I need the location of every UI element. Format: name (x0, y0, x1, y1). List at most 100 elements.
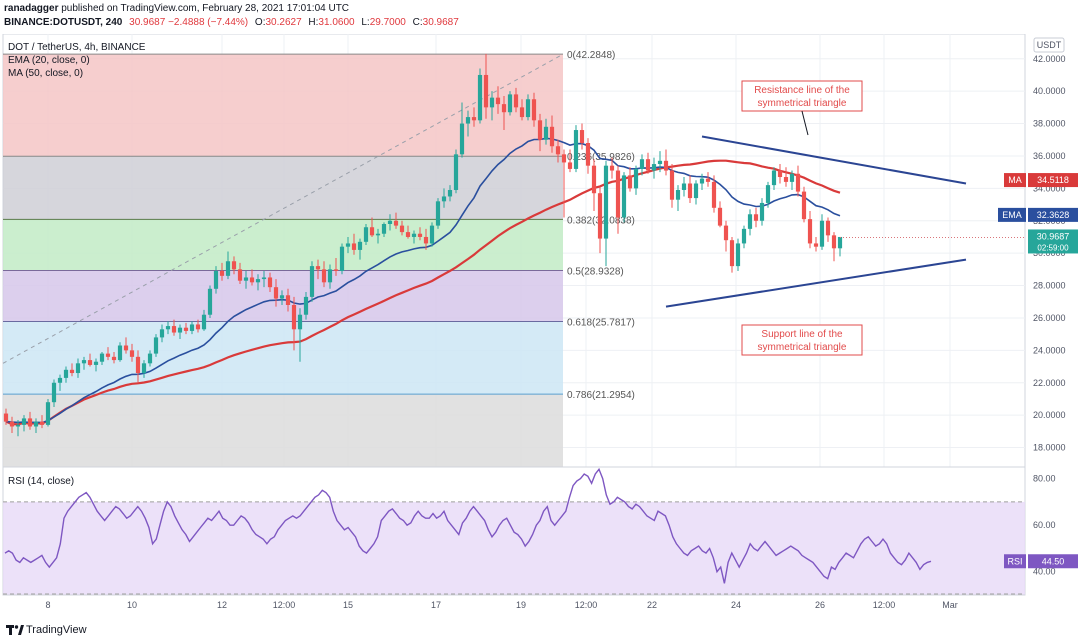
candle-body (747, 214, 753, 229)
candle-body (807, 219, 813, 244)
price-tick-label: 26.0000 (1033, 313, 1066, 323)
candle-body (345, 243, 351, 247)
fib-zone (3, 156, 563, 220)
candle-body (639, 159, 645, 169)
time-tick-label: 12:00 (273, 600, 296, 610)
candle-body (483, 74, 489, 108)
time-tick-label: 12:00 (873, 600, 896, 610)
candle-body (147, 353, 153, 364)
author-name[interactable]: ranadagger (4, 3, 59, 14)
price-tick-label: 24.0000 (1033, 345, 1066, 355)
tradingview-brand[interactable]: TradingView (26, 624, 87, 636)
time-tick-label: 12:00 (575, 600, 598, 610)
time-tick-label: 24 (731, 600, 741, 610)
fib-zone (3, 394, 563, 467)
candle-body (597, 193, 603, 239)
fib-zone (3, 219, 563, 271)
candle-body (645, 159, 651, 171)
candle-body (153, 337, 159, 354)
candle-body (837, 236, 843, 249)
price-tick-label: 38.0000 (1033, 119, 1066, 129)
high-label: H: (308, 17, 319, 28)
candle-body (561, 154, 567, 163)
close-label: C: (412, 17, 423, 28)
candle-body (429, 225, 435, 244)
trendlines[interactable] (665, 135, 967, 308)
support-callout-box[interactable] (741, 324, 863, 356)
candle-body (393, 220, 399, 226)
candle-body (555, 146, 561, 155)
candle-body (165, 326, 171, 330)
candle-body (501, 104, 507, 113)
candle-body (417, 233, 423, 237)
price-tick-label: 34.0000 (1033, 183, 1066, 193)
resistance-trendline[interactable] (701, 135, 967, 185)
candle-body (471, 117, 477, 121)
ema-value-badge (1028, 207, 1078, 222)
time-tick-label: 12 (217, 600, 227, 610)
rsi-line (4, 467, 932, 584)
candle-body (99, 353, 105, 362)
main-pane[interactable]: 0(42.2848)0.236(35.9826)0.382(32.0838)0.… (2, 34, 1078, 595)
rsi-legend[interactable]: RSI (14, close) (8, 476, 74, 487)
time-axis[interactable]: 8 10 12 12:00 15 17 19 12:00 22 24 26 12:00 Mar (3, 594, 1025, 610)
fib-trend-line[interactable] (2, 53, 564, 364)
candle-body (9, 421, 15, 427)
legend: DOT / TetherUS, 4h, BINANCE EMA (20, clo… (8, 42, 146, 79)
candle-body (249, 277, 255, 283)
candle-body (51, 382, 57, 403)
candle-body (675, 189, 681, 200)
rsi-tick-label: 60.00 (1033, 520, 1056, 530)
price-change: −2.4888 (−7.44%) (168, 17, 249, 28)
rsi-value-label: 44.50 (1042, 556, 1065, 566)
support-trendline[interactable] (665, 258, 967, 308)
candle-body (669, 170, 675, 200)
candle-body (63, 369, 69, 378)
chart-canvas[interactable]: 0(42.2848)0.236(35.9826)0.382(32.0838)0.… (0, 34, 1080, 622)
candle-body (651, 164, 657, 171)
ma-value-label: 34.5118 (1037, 175, 1069, 185)
candle-body (195, 324, 201, 330)
candle-body (225, 261, 231, 276)
currency-label[interactable]: USDT (1037, 40, 1062, 50)
candle-body (405, 232, 411, 237)
tradingview-logo-icon[interactable] (6, 624, 24, 636)
candle-body (771, 170, 777, 186)
fibonacci-retracement[interactable]: 0(42.2848)0.236(35.9826)0.382(32.0838)0.… (2, 50, 635, 467)
candle-body (423, 236, 429, 244)
ema-name-label: EMA (1002, 210, 1022, 220)
candle-body (699, 178, 705, 184)
candle-body (189, 324, 195, 331)
price-tick-label: 18.0000 (1033, 443, 1066, 453)
candle-body (813, 243, 819, 247)
candle-body (117, 345, 123, 361)
symbol-line: BINANCE:DOTUSDT, 240 (4, 17, 123, 28)
candle-body (543, 126, 549, 140)
annotations[interactable]: Resistance line of the symmetrical triang… (741, 80, 863, 356)
legend-ma[interactable]: MA (50, close, 0) (8, 68, 83, 79)
candle-body (663, 160, 669, 171)
candle-body (615, 170, 621, 218)
candle-body (447, 189, 453, 197)
candle-body (15, 424, 21, 427)
candle-body (477, 74, 483, 121)
candle-body (795, 173, 801, 192)
candle-body (633, 168, 639, 189)
symbol-ohlc-line: BINANCE:DOTUSDT, 240 30.9687 −2.4888 (−7… (4, 17, 459, 28)
candle-body (741, 228, 747, 244)
rsi-value-badge (1028, 554, 1078, 569)
currency-badge[interactable] (1033, 37, 1065, 53)
resistance-callout-pointer (801, 110, 809, 136)
price-axis[interactable]: 42.000040.000038.000036.000034.000032.00… (840, 37, 1078, 453)
candle-body (219, 270, 225, 276)
candle-body (789, 173, 795, 182)
ema-value-label: 32.3628 (1037, 210, 1070, 220)
time-tick-label: 15 (343, 600, 353, 610)
time-tick-label: 8 (45, 600, 50, 610)
open-value: 30.2627 (265, 17, 302, 28)
rsi-pane[interactable]: RSI (14, close) 80.00 60.00 40.00 RSI 44.50 (2, 466, 1078, 596)
last-price-label: 30.9687 (1037, 231, 1070, 241)
candle-body (177, 327, 183, 333)
legend-ema[interactable]: EMA (20, close, 0) (8, 55, 90, 66)
candle-body (141, 363, 147, 374)
